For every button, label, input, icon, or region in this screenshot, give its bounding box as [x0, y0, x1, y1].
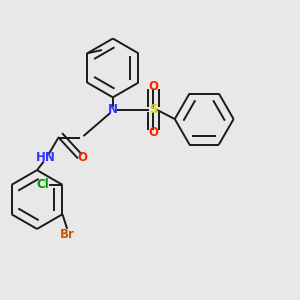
Text: O: O	[78, 151, 88, 164]
Text: S: S	[149, 103, 157, 116]
Text: HN: HN	[36, 151, 56, 164]
Text: Cl: Cl	[36, 178, 49, 191]
Text: N: N	[108, 103, 118, 116]
Text: O: O	[148, 80, 158, 93]
Text: Br: Br	[60, 228, 74, 241]
Text: O: O	[148, 127, 158, 140]
